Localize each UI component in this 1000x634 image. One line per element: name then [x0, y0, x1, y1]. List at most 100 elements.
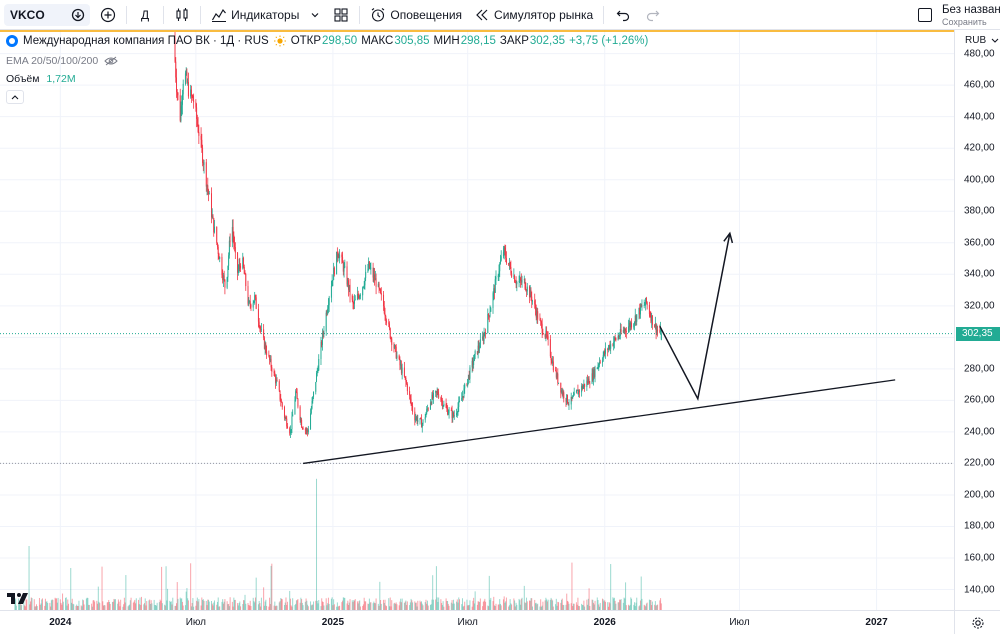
volume-bar [583, 600, 585, 610]
volume-bar [503, 596, 505, 610]
layout-save-label: Сохранить [942, 16, 987, 27]
candle-body [177, 92, 179, 96]
volume-bar [312, 604, 314, 610]
candle-body [492, 293, 494, 309]
currency-selector[interactable]: RUB [965, 35, 1000, 46]
candle-body [425, 413, 427, 418]
volume-bar [242, 604, 244, 610]
volume-bar [603, 601, 605, 610]
volume-bar [208, 601, 210, 610]
symbol-search[interactable]: VKCO [4, 3, 90, 26]
volume-bar [45, 601, 47, 610]
axis-settings[interactable] [954, 610, 1000, 634]
volume-bar [561, 599, 563, 610]
candle-body [295, 391, 297, 393]
layout-checkbox[interactable] [918, 8, 932, 22]
candle-body [217, 246, 219, 254]
volume-bar [523, 585, 525, 610]
indicators-button[interactable]: Индикаторы [205, 0, 327, 30]
tradingview-logo[interactable] [6, 590, 32, 606]
ema-row[interactable]: EMA 20/50/100/200 [6, 54, 652, 68]
volume-bar [302, 605, 304, 610]
volume-bar [552, 600, 554, 610]
candle-body [389, 328, 391, 339]
price-tick: 320,00 [964, 300, 995, 312]
layout-name-button[interactable]: Без названия Сохранить [942, 4, 1000, 27]
interval-button[interactable]: Д [131, 0, 159, 30]
candle-body [390, 338, 392, 339]
volume-bar [570, 603, 572, 610]
volume-bar [154, 605, 156, 610]
candle-body [510, 266, 512, 274]
candle-body [435, 391, 437, 393]
volume-bar [138, 599, 140, 610]
volume-bar [584, 606, 586, 610]
candle-body [175, 61, 177, 78]
volume-bar [563, 605, 565, 610]
volume-bar [82, 599, 84, 610]
volume-bar [270, 565, 272, 610]
candle-body [572, 396, 574, 399]
compare-button[interactable] [90, 0, 122, 30]
volume-bar [374, 603, 376, 610]
volume-bar [556, 605, 558, 610]
volume-bar [634, 602, 636, 610]
volume-bar [571, 562, 573, 610]
legend-collapse-button[interactable] [6, 90, 24, 104]
legend-title[interactable]: Международная компания ПАО ВК · 1Д · RUS [23, 35, 269, 47]
volume-bar [456, 599, 458, 610]
volume-bar [575, 602, 577, 610]
candle-body [452, 412, 454, 419]
volume-bar [617, 602, 619, 610]
volume-bar [608, 602, 610, 610]
volume-row[interactable]: Объём 1,72M [6, 72, 652, 86]
candle-body [545, 330, 547, 338]
price-tick: 400,00 [964, 174, 995, 186]
candle-body [414, 411, 416, 421]
redo-button[interactable] [638, 0, 668, 30]
candle-body [208, 193, 210, 195]
volume-bar [467, 605, 469, 610]
alerts-button[interactable]: Оповещения [364, 0, 468, 30]
volume-bar [289, 598, 291, 610]
volume-bar [479, 598, 481, 610]
candle-body [446, 407, 448, 409]
volume-bar [65, 597, 67, 610]
candle-body [644, 304, 646, 306]
volume-bar [224, 599, 226, 610]
time-tick: 2026 [593, 617, 616, 628]
price-axis[interactable]: RUB 480,00 460,00 440,00 420,00 400,00 380,00… [954, 30, 1000, 610]
candle-body [420, 418, 422, 419]
volume-bar [273, 605, 275, 610]
candle-body [519, 278, 521, 282]
volume-bar [117, 603, 119, 610]
volume-bar [654, 604, 656, 610]
time-axis[interactable]: 2024 Июл 2025 Июл 2026 Июл 2027 [0, 610, 954, 634]
volume-bar [342, 597, 344, 610]
volume-bar [577, 597, 579, 610]
candle-body [534, 304, 536, 310]
volume-bar [338, 605, 340, 610]
volume-bar [170, 602, 172, 610]
chart-canvas[interactable] [0, 30, 954, 610]
templates-button[interactable] [327, 0, 355, 30]
replay-button[interactable]: Симулятор рынка [468, 0, 599, 30]
volume-bar [341, 602, 343, 610]
candle-body [639, 308, 641, 315]
volume-bar [447, 600, 449, 610]
volume-bar [384, 599, 386, 610]
candle-body [242, 257, 244, 269]
eye-icon[interactable] [104, 56, 118, 66]
candle-body [237, 252, 239, 273]
volume-bar [644, 605, 646, 610]
candle-body [615, 338, 617, 340]
chart-type-button[interactable] [168, 0, 196, 30]
volume-bar [409, 605, 411, 610]
candle-body [505, 258, 507, 263]
candle-body [614, 337, 616, 339]
volume-bar [426, 600, 428, 610]
volume-bar [247, 602, 249, 610]
volume-bar [228, 603, 230, 610]
undo-button[interactable] [608, 0, 638, 30]
volume-bar [332, 605, 334, 610]
